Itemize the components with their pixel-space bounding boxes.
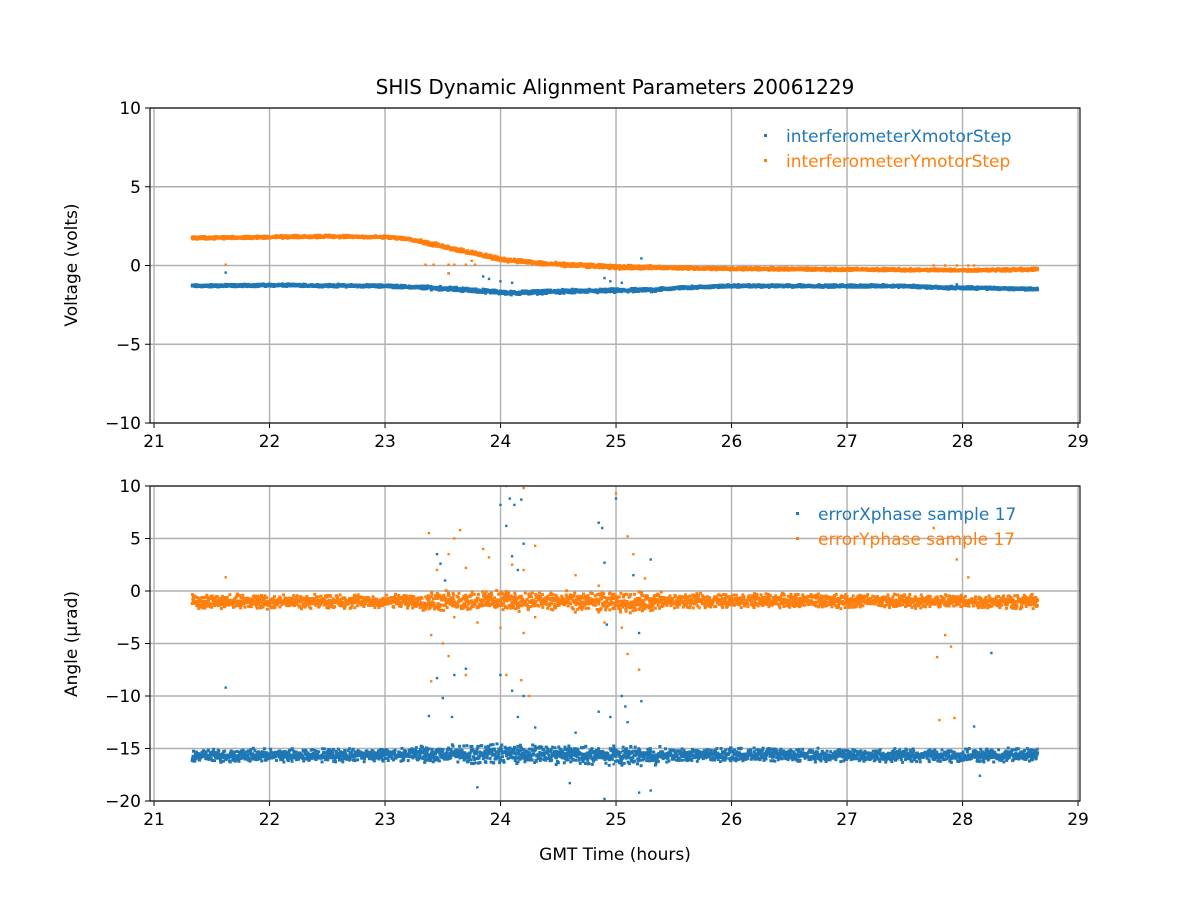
data-point [434,241,437,245]
data-point [520,258,524,262]
data-point [494,289,498,293]
top-axes: 21 22 23 24 25 26 27 28 29 −10 −5 0 5 10 [105,99,1089,452]
x-tick-label: 22 [259,432,281,452]
outlier-point [510,281,514,284]
data-point [441,243,445,247]
data-point [461,286,465,290]
data-point [612,263,616,267]
x-tick-label: 23 [374,432,396,452]
data-point [570,287,574,291]
data-point [438,288,442,292]
data-point [603,287,607,291]
data-point [266,234,270,238]
data-point [460,247,463,251]
data-point [455,285,459,289]
y-tick-label: −5 [116,335,141,355]
y-tick-label: 10 [119,99,141,119]
data-point [509,293,513,297]
data-point [315,233,319,237]
outlier-point [955,283,958,286]
data-point [1036,288,1040,292]
outlier-point [224,271,227,274]
data-point [462,248,465,252]
chart-title: SHIS Dynamic Alignment Parameters 200612… [376,75,855,99]
data-point [562,261,566,265]
x-tick-label: 24 [490,432,512,452]
outlier-point [640,257,643,260]
outlier-point [620,281,623,284]
data-point [540,263,544,267]
x-tick-label: 25 [605,432,627,452]
series-interferometerYmotorStep [190,233,1040,275]
x-tick-label: 21 [143,432,165,452]
data-point [607,264,610,268]
outlier-point [499,280,502,283]
data-point [484,252,488,256]
x-tick-label: 28 [952,432,974,452]
data-point [608,267,612,271]
x-tick-label: 27 [836,432,858,452]
data-point [616,287,620,291]
x-tick-label: 26 [721,432,743,452]
series-interferometerXmotorStep [190,257,1040,297]
outlier-point [487,277,491,281]
outlier-point [603,276,606,280]
data-point [466,249,470,253]
outlier-point [609,280,612,283]
data-point [583,290,587,294]
y-tick-label: −10 [105,414,141,434]
data-point [438,284,442,288]
x-tick-label: 29 [1067,432,1089,452]
outlier-point [482,275,485,278]
y-tick-label: 0 [130,257,141,277]
y-tick-label: 5 [130,178,141,198]
data-point [419,238,423,242]
data-point [601,263,605,267]
data-point [513,257,516,261]
